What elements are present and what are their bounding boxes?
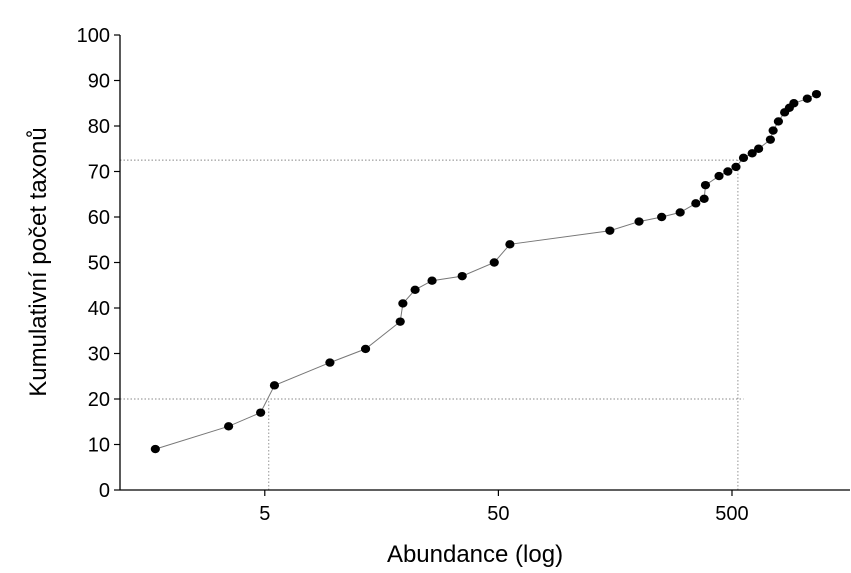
data-point — [723, 167, 733, 176]
data-point — [398, 299, 408, 308]
data-point — [765, 135, 775, 144]
data-point — [427, 276, 437, 285]
y-axis-ticks: 0 10 20 30 40 50 60 70 80 90 100 — [77, 25, 120, 502]
series-line — [155, 93, 817, 450]
data-point — [489, 258, 499, 267]
data-point — [457, 271, 467, 281]
data-point — [269, 381, 280, 390]
data-point — [605, 226, 615, 235]
data-point — [700, 180, 711, 190]
data-point — [691, 199, 701, 208]
data-point — [731, 162, 741, 172]
y-tick-label: 70 — [88, 162, 110, 184]
data-point — [675, 208, 685, 217]
data-points — [150, 89, 822, 454]
data-point — [657, 212, 667, 222]
data-point — [747, 149, 757, 158]
y-tick-label: 50 — [88, 253, 110, 275]
data-point — [410, 285, 420, 294]
data-point — [256, 408, 266, 417]
data-point — [789, 99, 799, 108]
guide-lines — [120, 159, 744, 490]
x-axis-title: Abundance (log) — [387, 541, 563, 568]
data-point — [634, 217, 644, 226]
y-tick-label: 10 — [88, 435, 110, 457]
y-tick-label: 30 — [88, 344, 110, 366]
y-tick-label: 100 — [77, 25, 110, 47]
y-tick-label: 20 — [88, 389, 110, 411]
y-tick-label: 0 — [99, 480, 110, 502]
data-point — [360, 344, 371, 354]
data-point — [505, 240, 515, 249]
data-point — [699, 194, 709, 203]
x-tick-label: 50 — [487, 503, 509, 525]
data-point — [802, 94, 812, 103]
x-tick-label: 500 — [715, 503, 748, 525]
data-point — [773, 117, 784, 126]
data-point — [714, 171, 724, 181]
data-point — [768, 126, 778, 135]
y-tick-label: 60 — [88, 207, 110, 229]
data-point — [150, 444, 160, 454]
y-tick-label: 40 — [88, 298, 110, 320]
data-point — [754, 144, 764, 153]
y-axis-title: Kumulativní počet taxonů — [25, 127, 52, 397]
x-tick-label: 5 — [259, 503, 270, 525]
y-tick-label: 80 — [88, 116, 110, 138]
x-axis-ticks: 5 50 500 — [259, 490, 749, 525]
data-point — [811, 89, 822, 99]
data-point — [223, 422, 234, 431]
data-point — [395, 317, 405, 326]
data-point — [325, 358, 335, 367]
y-tick-label: 90 — [88, 71, 110, 93]
data-point — [738, 153, 749, 163]
